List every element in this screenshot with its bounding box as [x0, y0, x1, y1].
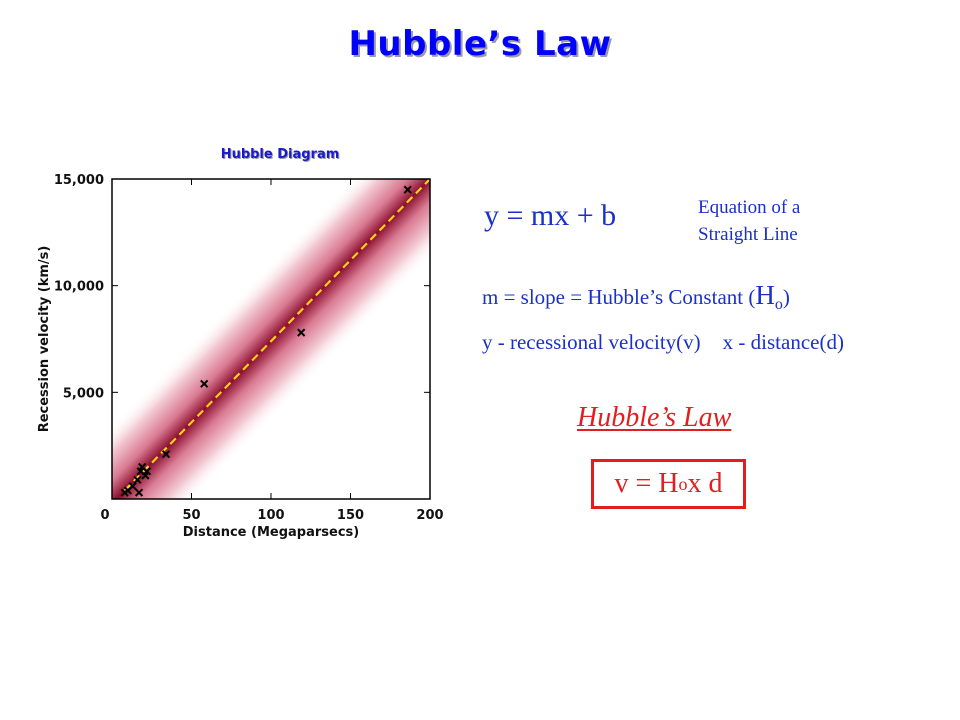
slope-definition: m = slope = Hubble’s Constant (Ho) — [482, 280, 790, 314]
equation-note-line1: Equation of a — [698, 197, 801, 218]
data-point-marker — [161, 450, 171, 459]
y-tick-label: 15,000 — [54, 173, 104, 188]
chart-title: Hubble Diagram — [221, 147, 340, 162]
hubble-constant-subscript: o — [774, 296, 783, 314]
hubble-constant-symbol: H — [755, 280, 775, 310]
equation-note: Equation of a Straight Line — [698, 194, 838, 248]
data-point-marker — [142, 467, 152, 476]
x-axis-label: Distance (Megaparsecs) — [183, 525, 359, 540]
x-variable-definition: x - distance(d) — [722, 330, 844, 354]
variable-definitions: y - recessional velocity(v) x - distance(… — [482, 330, 844, 355]
x-tick-label: 0 — [100, 508, 109, 523]
slide-title: Hubble’s Law — [348, 24, 612, 64]
slope-text: m = slope = Hubble’s Constant ( — [482, 285, 756, 309]
fit-line — [123, 178, 431, 492]
data-point-marker — [403, 185, 412, 194]
y-variable-definition: y - recessional velocity(v) — [482, 330, 701, 354]
data-point-marker — [297, 328, 306, 337]
y-tick-label: 5,000 — [63, 386, 104, 401]
y-tick-label: 10,000 — [54, 280, 104, 295]
x-tick-label: 50 — [182, 508, 200, 523]
formula-suffix: x d — [687, 468, 723, 499]
y-axis-label: Recession velocity (km/s) — [37, 246, 52, 433]
band-gradient — [112, 179, 430, 499]
data-point-marker — [128, 482, 137, 491]
equation-note-line2: Straight Line — [698, 224, 798, 245]
data-point-marker — [133, 475, 142, 484]
formula-subscript: o — [678, 473, 688, 494]
x-tick-label: 150 — [337, 508, 364, 523]
hubble-law-heading: Hubble’s Law — [577, 402, 732, 433]
confidence-band — [112, 179, 430, 499]
slope-close-paren: ) — [782, 285, 790, 309]
data-point-marker — [200, 379, 209, 388]
data-point-marker — [134, 488, 144, 497]
x-tick-label: 100 — [257, 508, 284, 523]
x-tick-label: 200 — [416, 508, 443, 523]
formula-prefix: v = H — [614, 468, 679, 499]
straight-line-equation: y = mx + b — [484, 199, 617, 232]
